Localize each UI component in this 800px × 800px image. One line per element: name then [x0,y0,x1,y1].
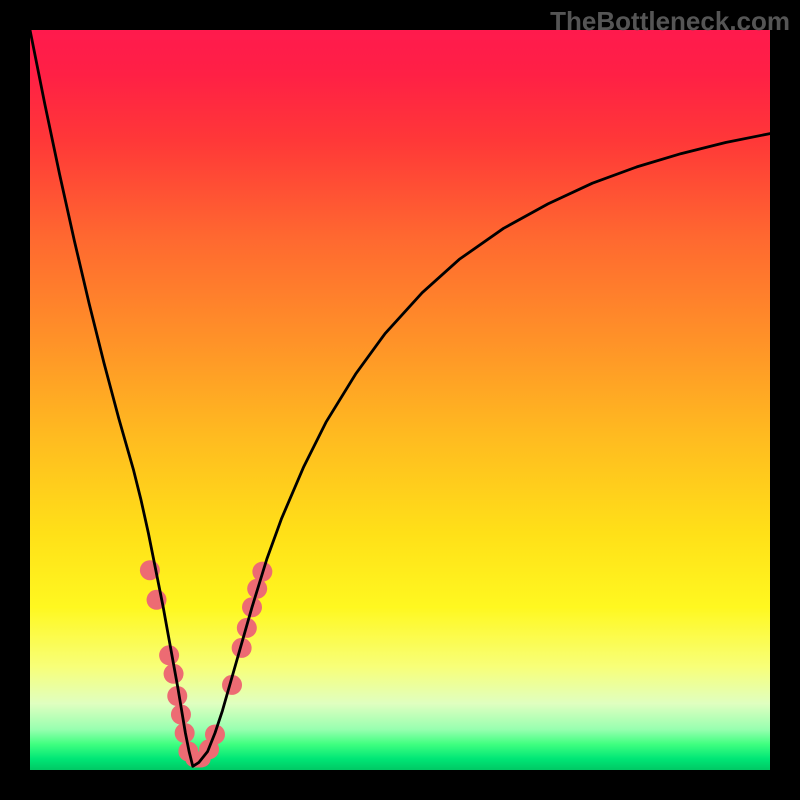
chart-container: TheBottleneck.com [0,0,800,800]
data-point-marker [159,645,179,665]
bottleneck-curve-chart [0,0,800,800]
plot-background [30,30,770,770]
watermark-text: TheBottleneck.com [550,6,790,37]
